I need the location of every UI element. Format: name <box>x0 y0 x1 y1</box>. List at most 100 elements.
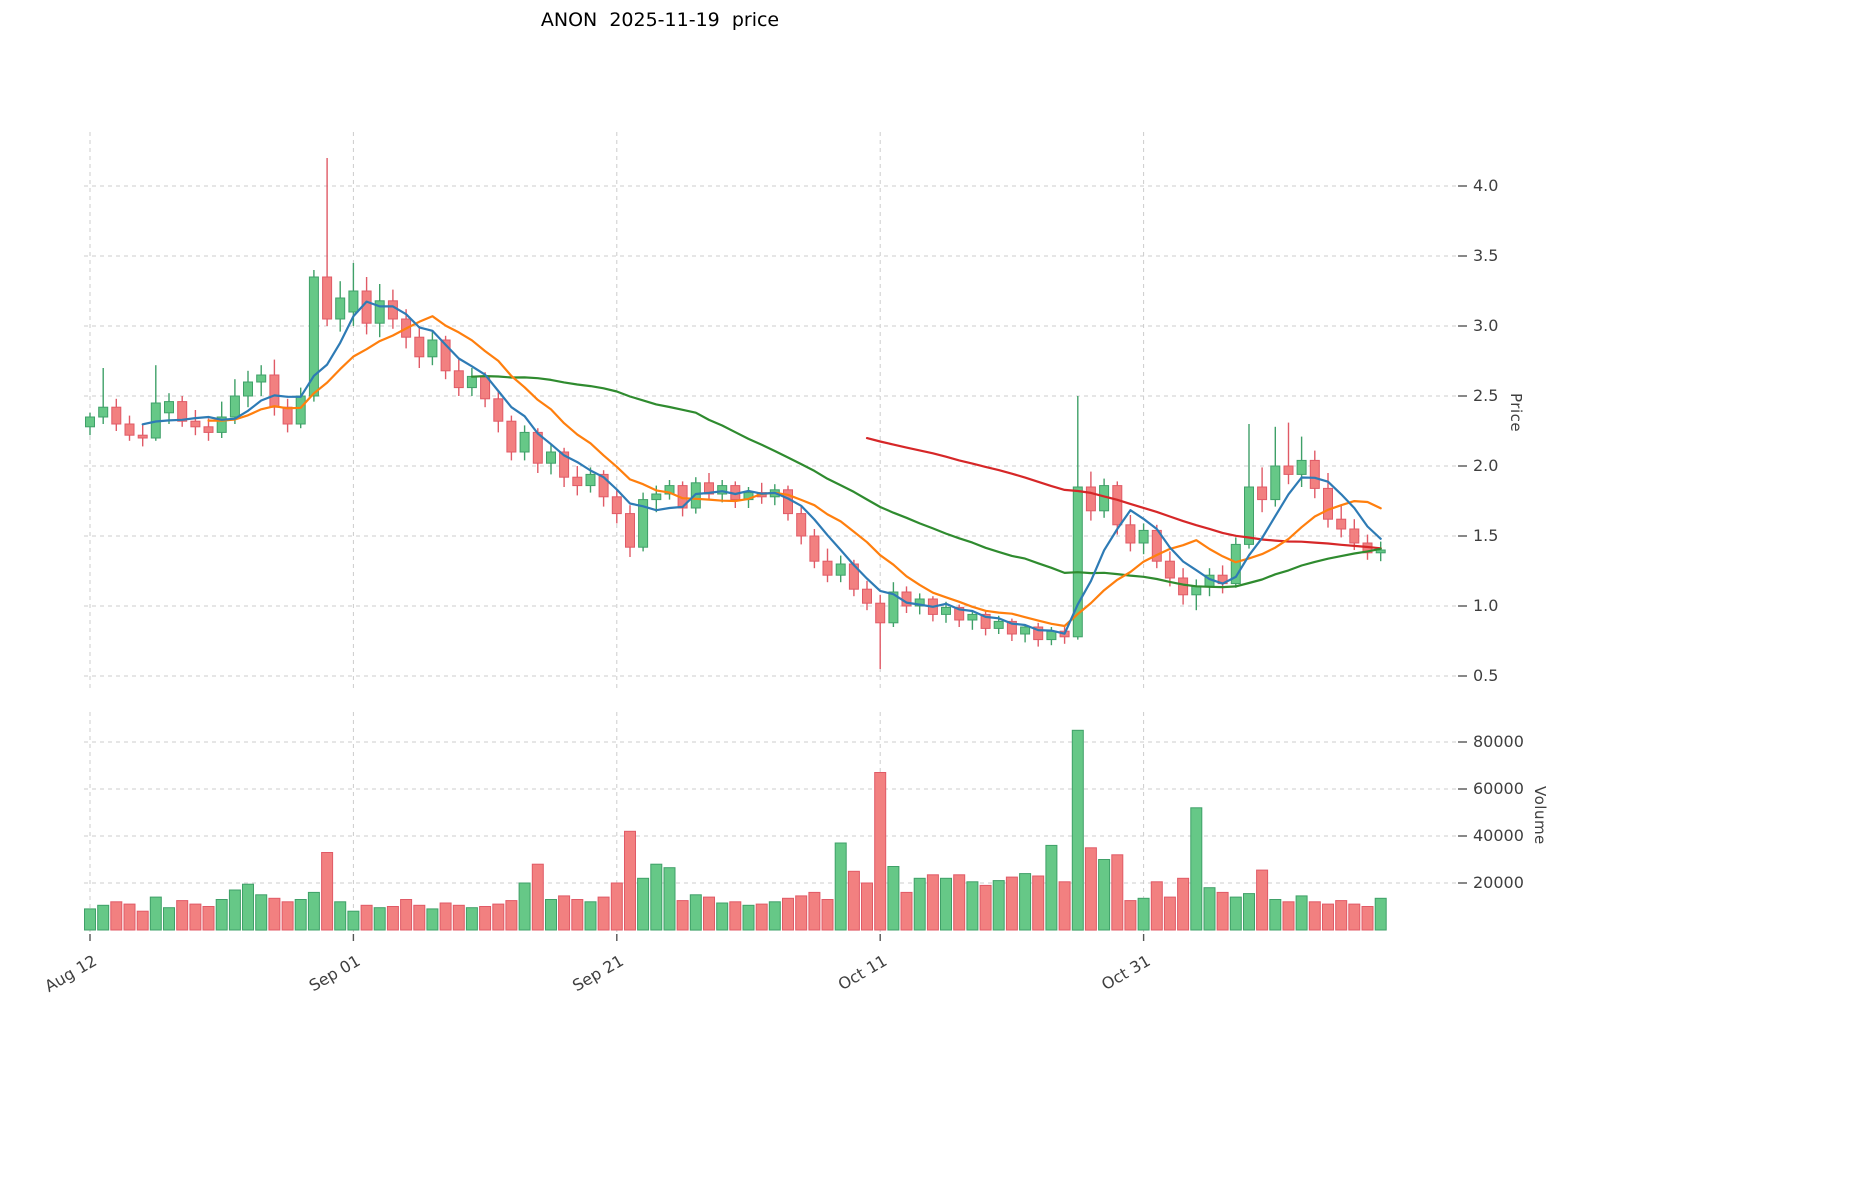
volume-bar <box>97 904 110 931</box>
candle-body-down <box>796 513 807 537</box>
volume-bar <box>1335 900 1348 931</box>
candle-body-up <box>243 381 253 397</box>
candle-body-up <box>1020 626 1031 635</box>
volume-bar <box>386 906 399 931</box>
volume-bar <box>1243 893 1255 931</box>
candle-body-up <box>967 613 978 621</box>
volume-bar <box>110 901 123 931</box>
volume-bar <box>307 891 320 931</box>
volume-bars <box>84 729 1387 931</box>
volume-bar <box>1256 869 1269 931</box>
candle-body-down <box>572 476 583 487</box>
ma-line-ma30 <box>470 375 1382 589</box>
volume-bar <box>834 842 847 931</box>
candle-body-down <box>387 300 398 320</box>
axis-tick-layer: 0.5 1.0 1.5 2.0 2.5 3.0 3.5 4.0 20000 40000 60000 8… <box>41 176 1523 996</box>
candle-body-down <box>1309 459 1320 489</box>
candle-body-up <box>1296 459 1307 475</box>
volume-bar <box>795 895 808 931</box>
candle-body-down <box>875 602 886 624</box>
volume-bar <box>215 899 228 931</box>
candle-body-up <box>335 297 346 320</box>
candle-body-up <box>216 416 227 433</box>
volume-bar <box>926 874 939 931</box>
volume-tick-label: 80000 <box>1473 732 1524 751</box>
volume-bar <box>189 903 202 931</box>
volume-bar <box>360 904 373 931</box>
candle-body-down <box>809 535 820 562</box>
candle-body-down <box>1283 465 1294 475</box>
volume-bar <box>373 907 386 931</box>
volume-bar <box>703 896 715 931</box>
volume-bar <box>1322 903 1334 931</box>
volume-bar <box>531 863 544 931</box>
candle-body-down <box>203 426 214 433</box>
candle-body-up <box>164 401 174 414</box>
price-tick-label: 1.0 <box>1473 596 1498 615</box>
volume-bar <box>163 907 175 931</box>
volume-bar <box>1308 901 1321 931</box>
candle-body-down <box>598 473 609 498</box>
volume-bar <box>755 903 768 931</box>
volume-bar <box>729 901 742 931</box>
x-tick-label: Oct 31 <box>1098 951 1153 994</box>
volume-axis-label: Volume <box>1531 786 1549 845</box>
candle-body-down <box>124 423 135 436</box>
volume-bar <box>624 830 636 931</box>
candle-body-down <box>1178 577 1189 596</box>
volume-bar <box>1177 877 1190 931</box>
volume-bar <box>782 897 794 931</box>
candle-body-up <box>1191 585 1202 596</box>
volume-tick-label: 40000 <box>1473 826 1524 845</box>
candle-body-down <box>506 420 517 453</box>
candle-body-down <box>1085 486 1096 512</box>
volume-bar <box>294 899 307 931</box>
price-tick-label: 3.0 <box>1473 316 1498 335</box>
candle-body-down <box>1125 524 1136 544</box>
volume-bar <box>1058 881 1071 931</box>
ma-line-ma5 <box>141 300 1382 635</box>
volume-bar <box>966 881 979 931</box>
volume-bar <box>1374 897 1387 931</box>
volume-bar <box>887 866 900 931</box>
volume-bar <box>808 891 821 931</box>
candle-body-down <box>1257 486 1268 501</box>
candle-body-up <box>585 473 596 487</box>
volume-bar <box>1282 901 1295 931</box>
volume-bar <box>940 877 952 931</box>
candle-body-up <box>519 431 530 453</box>
price-tick-label: 3.5 <box>1473 246 1498 265</box>
candle-body-down <box>822 560 833 576</box>
volume-bar <box>1111 854 1124 931</box>
volume-bar <box>149 896 162 931</box>
candle-body-down <box>440 339 451 372</box>
candle-body-down <box>625 513 635 548</box>
volume-bar <box>1032 875 1045 931</box>
volume-bar <box>84 908 96 931</box>
volume-bar <box>1098 859 1111 931</box>
volume-bar <box>1005 876 1018 931</box>
x-tick-label: Aug 12 <box>41 951 100 996</box>
volume-bar <box>1163 896 1176 931</box>
candle-body-down <box>1033 626 1044 641</box>
x-tick-label: Oct 11 <box>835 951 890 994</box>
volume-bar <box>545 899 557 931</box>
candle-body-up <box>1375 549 1386 554</box>
price-tick-label: 4.0 <box>1473 176 1498 195</box>
candle-body-up <box>1270 465 1281 501</box>
ma-line-ma10 <box>207 315 1382 628</box>
volume-bar <box>465 907 478 931</box>
volume-bar <box>597 896 610 931</box>
candles <box>85 158 1386 669</box>
volume-bar <box>1019 873 1032 931</box>
price-tick-label: 2.5 <box>1473 386 1498 405</box>
volume-bar <box>242 883 254 931</box>
volume-bar <box>1203 887 1216 931</box>
price-tick-label: 0.5 <box>1473 666 1498 685</box>
volume-bar <box>518 882 531 931</box>
volume-bar <box>874 772 887 931</box>
candle-body-down <box>1112 485 1123 526</box>
chart-title: ANON 2025-11-19 price <box>540 9 780 31</box>
volume-tick-label: 20000 <box>1473 873 1524 892</box>
price-tick-label: 1.5 <box>1473 526 1498 545</box>
